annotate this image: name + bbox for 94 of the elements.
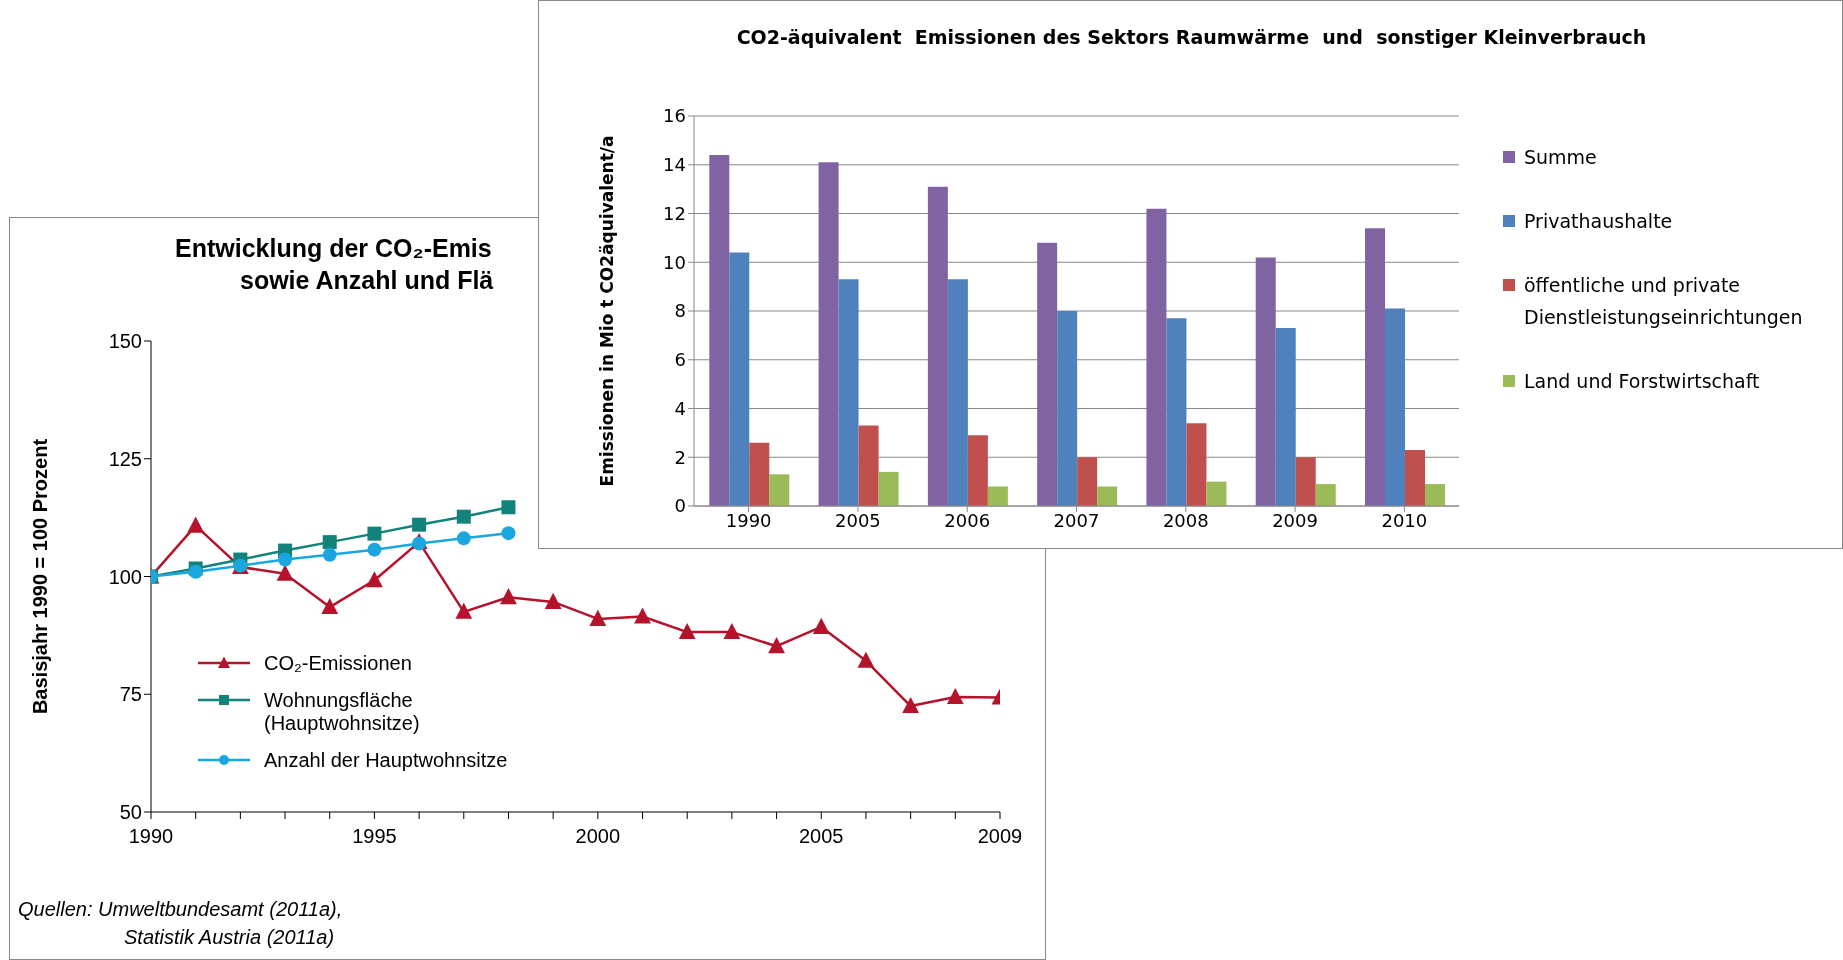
x-tick-label: 2007 xyxy=(1053,509,1100,531)
chart-title: Entwicklung der CO₂-Emis xyxy=(175,234,492,263)
bar xyxy=(1146,208,1167,506)
bar xyxy=(1255,257,1276,506)
point xyxy=(589,609,607,626)
point xyxy=(322,535,337,550)
chart-title: CO2-äquivalent Emissionen des Sektors Raumwärme und sonstiger Kleinverbrauch xyxy=(735,26,1648,48)
bar xyxy=(749,442,770,506)
bar xyxy=(769,474,790,506)
bar xyxy=(1275,328,1296,506)
x-tick-label: 2009 xyxy=(1272,509,1318,531)
y-tick-label: 10 xyxy=(663,251,686,273)
chart-subtitle: sowie Anzahl und Flä xyxy=(240,266,494,295)
x-tick-label: 2005 xyxy=(835,509,881,531)
x-tick-label: 2000 xyxy=(575,825,621,848)
point xyxy=(456,531,471,546)
legend-label: CO₂-Emissionen xyxy=(264,652,412,675)
point xyxy=(278,552,293,567)
bar xyxy=(729,252,750,506)
bar xyxy=(1097,486,1118,506)
y-tick-label: 150 xyxy=(108,330,142,353)
legend-label: Summe xyxy=(1524,145,1597,170)
point xyxy=(456,509,471,524)
point xyxy=(812,617,830,634)
x-tick-label: 1990 xyxy=(128,825,174,848)
x-tick-label: 1990 xyxy=(725,509,772,531)
text: Statistik Austria (2011a) xyxy=(124,926,335,949)
point xyxy=(768,637,785,654)
point xyxy=(367,526,382,541)
y-tick-label: 6 xyxy=(674,349,686,371)
y-tick-label: 75 xyxy=(119,683,142,706)
legend-label: öffentliche und private Dienstleistungseinrichtungen xyxy=(1524,273,1804,330)
point xyxy=(946,687,964,705)
point xyxy=(321,598,339,615)
point xyxy=(678,622,696,640)
x-tick-label: 2010 xyxy=(1381,509,1428,531)
x-tick-label: 2008 xyxy=(1162,509,1209,531)
point xyxy=(501,500,516,515)
point xyxy=(367,542,382,557)
point xyxy=(412,517,427,532)
x-tick-label: 2009 xyxy=(977,825,1023,848)
bar xyxy=(878,471,899,506)
y-tick-label: 14 xyxy=(663,154,686,176)
y-tick-label: 8 xyxy=(674,300,686,322)
bar xyxy=(1166,318,1187,506)
bar xyxy=(1186,423,1207,506)
point xyxy=(857,651,875,668)
bar xyxy=(927,186,948,506)
x-tick-label: 2006 xyxy=(944,509,991,531)
bar xyxy=(1037,242,1058,506)
y-tick-label: 50 xyxy=(119,801,142,824)
y-axis-title: Emissionen in Mio t CO2äquivalent/a xyxy=(597,135,618,487)
x-tick-label: 2005 xyxy=(799,825,844,848)
point xyxy=(723,622,741,640)
bar xyxy=(1206,481,1227,506)
x-tick-label: 1995 xyxy=(352,825,397,848)
y-tick-label: 12 xyxy=(663,202,686,224)
y-tick-label: 16 xyxy=(663,105,686,127)
point xyxy=(544,592,562,609)
point xyxy=(501,526,516,541)
source-note: Quellen: Umweltbundesamt (2011a), xyxy=(18,898,343,921)
bar xyxy=(1385,308,1406,506)
y-tick-label: 2 xyxy=(674,446,686,468)
bar xyxy=(1295,457,1316,506)
y-tick-label: 100 xyxy=(108,565,142,588)
point xyxy=(366,571,383,588)
bar xyxy=(838,279,859,506)
point xyxy=(187,516,205,533)
y-tick-label: 125 xyxy=(108,447,142,470)
y-axis-title: Basisjahr 1990 = 100 Prozent xyxy=(29,438,52,715)
bar xyxy=(858,425,879,506)
legend-label: Privathaushalte xyxy=(1524,209,1673,234)
point xyxy=(322,547,337,562)
legend-label: Land und Forstwirtschaft xyxy=(1524,369,1760,394)
bar xyxy=(1077,457,1098,506)
bar xyxy=(967,435,988,506)
point xyxy=(455,602,473,619)
bar xyxy=(1315,484,1336,506)
bar xyxy=(1425,484,1446,506)
point xyxy=(902,696,920,714)
y-tick-label: 0 xyxy=(674,495,686,517)
bar xyxy=(818,162,839,506)
legend-label: Wohnungsfläche (Hauptwohnsitze) xyxy=(264,689,421,735)
bar xyxy=(1365,228,1386,506)
y-tick-label: 4 xyxy=(674,397,686,419)
bar xyxy=(987,486,1008,506)
point xyxy=(500,588,517,605)
bar xyxy=(709,155,730,506)
bar xyxy=(1405,449,1426,506)
legend-label: Anzahl der Hauptwohnsitze xyxy=(264,749,508,772)
bar xyxy=(1057,311,1078,506)
point xyxy=(276,564,294,581)
point xyxy=(634,607,651,624)
bar xyxy=(947,279,968,506)
